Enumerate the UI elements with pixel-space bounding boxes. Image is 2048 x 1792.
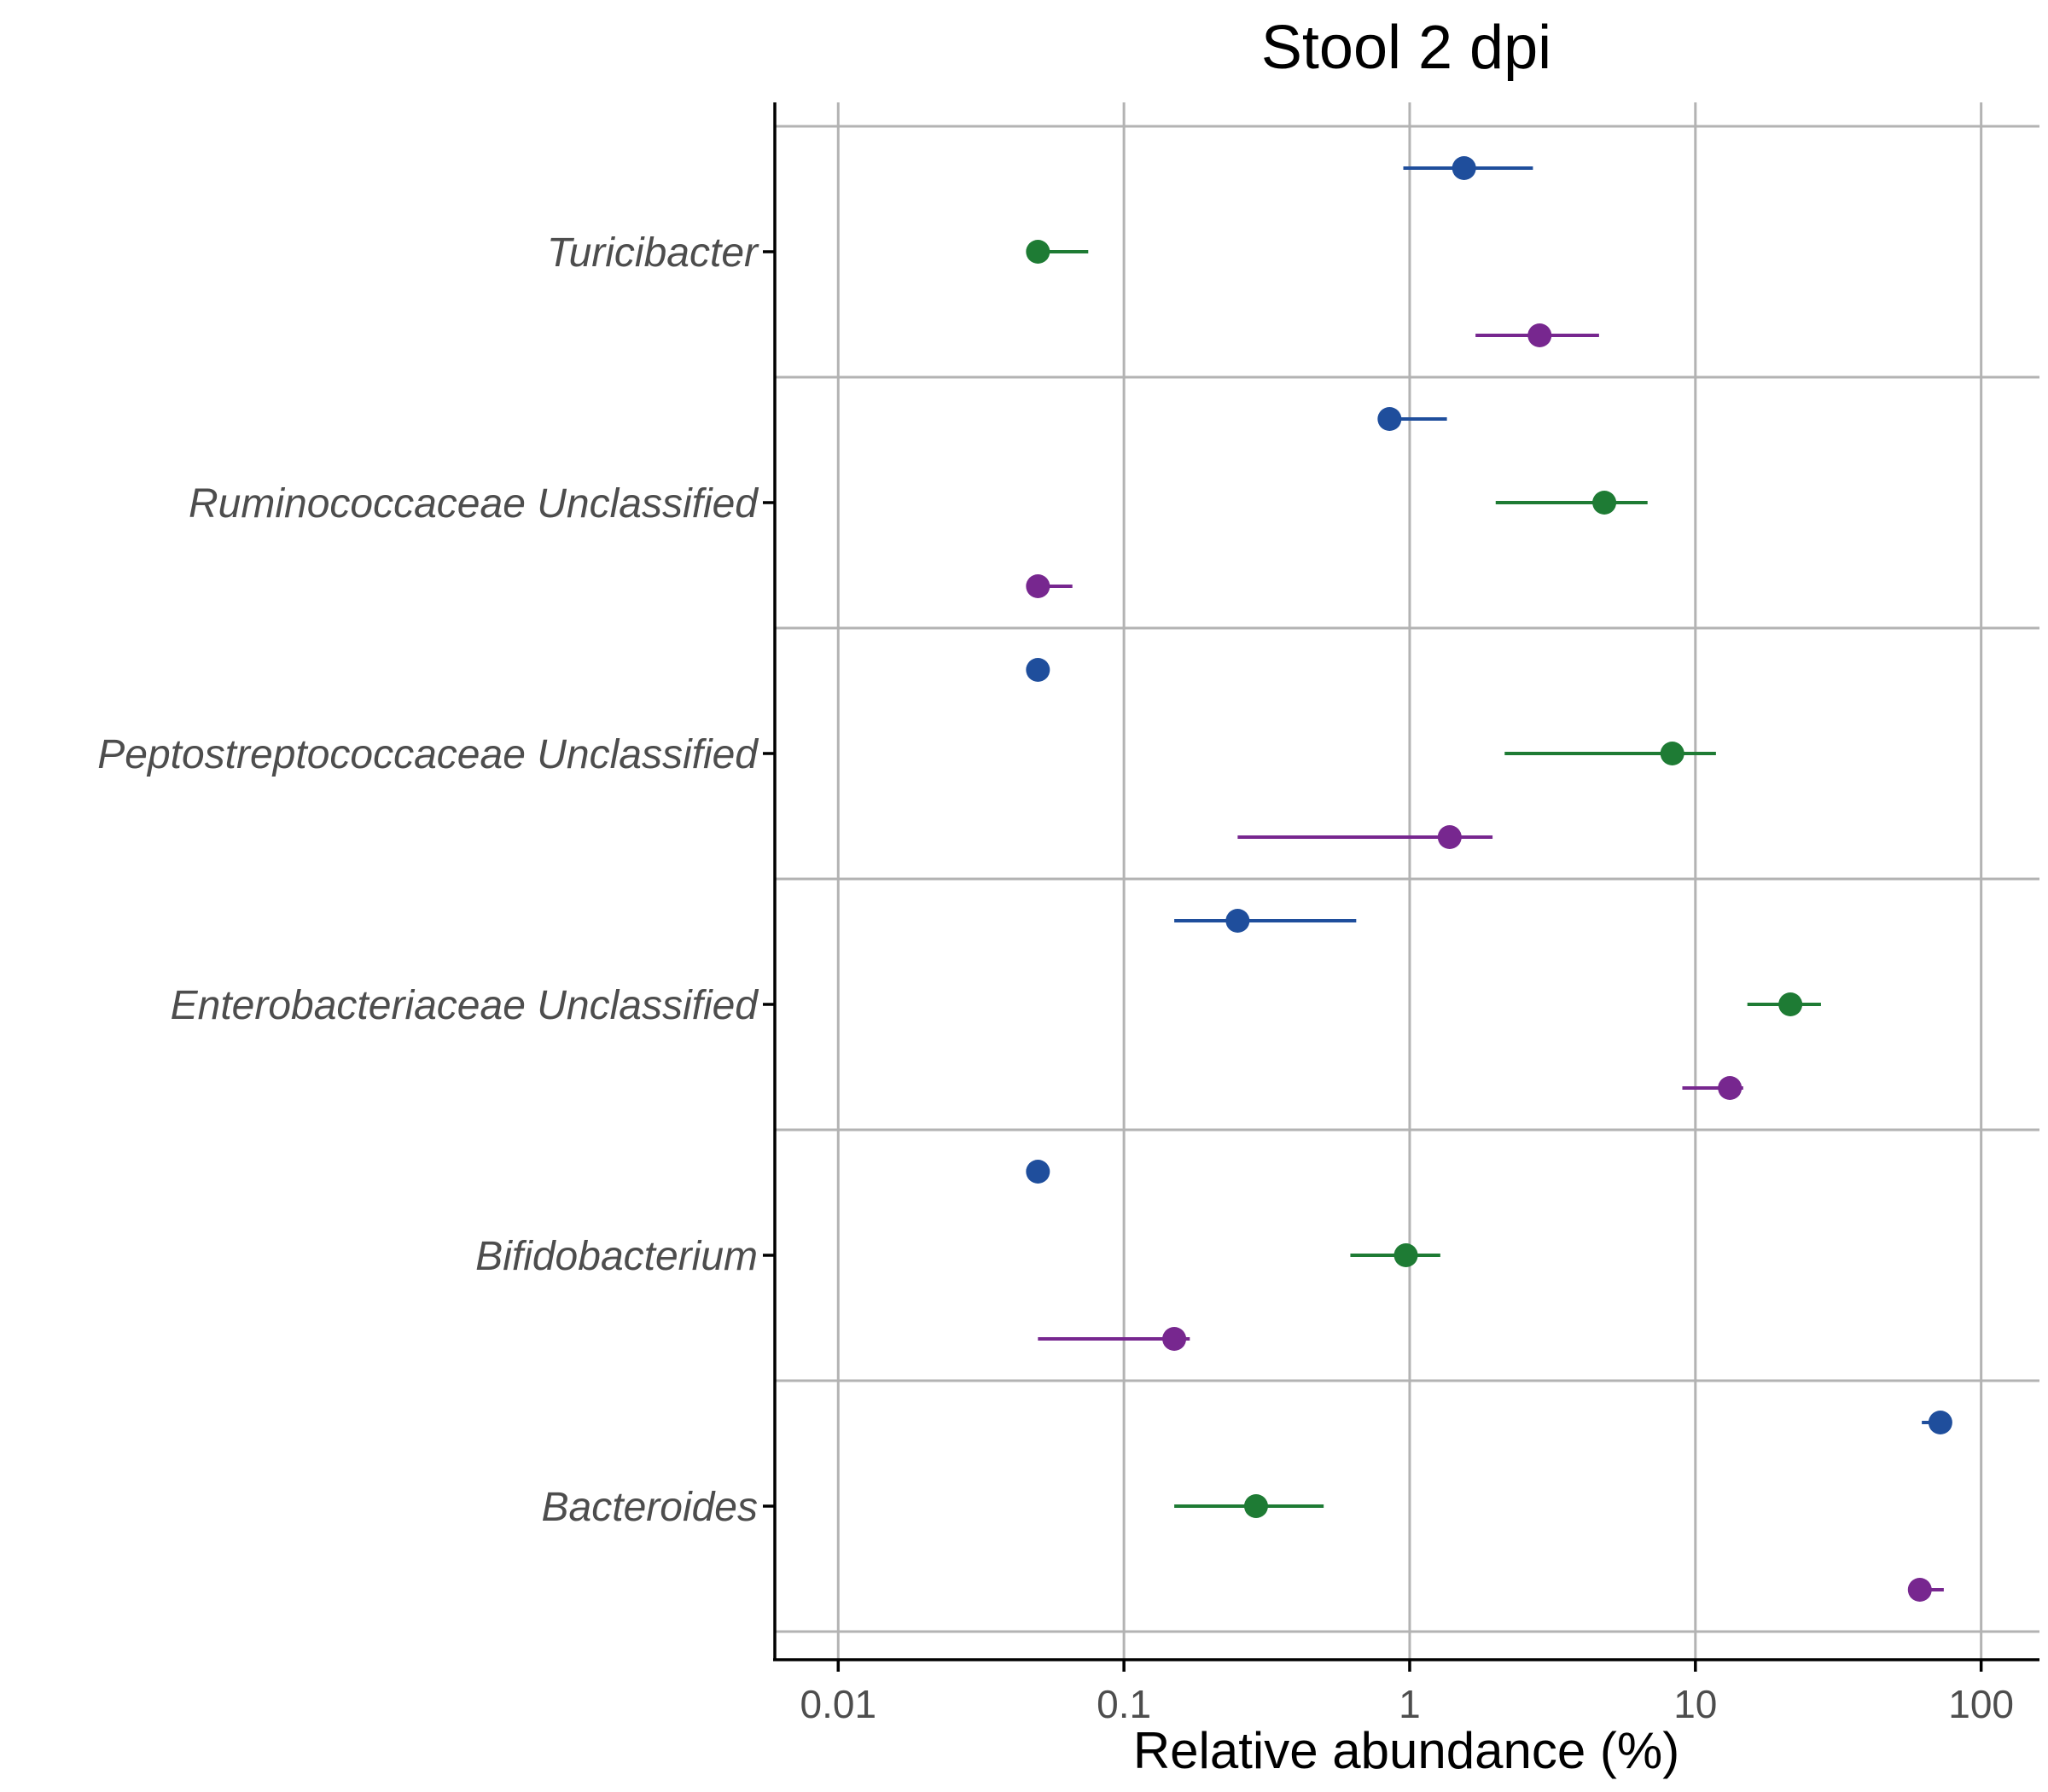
- data-point: [1452, 156, 1476, 180]
- y-ticks: Turicibacter Ruminococcaceae Unclassified…: [97, 230, 775, 1530]
- data-point: [1243, 1494, 1268, 1518]
- x-tick-label: 10: [1673, 1682, 1717, 1726]
- x-tick-label: 0.01: [800, 1682, 877, 1726]
- data-point: [1026, 658, 1050, 682]
- data-point: [1928, 1411, 1952, 1434]
- data-point-group: [1403, 156, 1533, 180]
- data-point-group: [1237, 825, 1493, 849]
- data-point-group: [1174, 1494, 1324, 1518]
- chart-title: Stool 2 dpi: [1261, 14, 1551, 82]
- y-tick-label: Bacteroides: [542, 1485, 758, 1530]
- data-point-group: [1174, 909, 1357, 933]
- data-point-group: [1682, 1076, 1743, 1100]
- data-point: [1718, 1076, 1743, 1100]
- data-point-group: [1907, 1578, 1944, 1602]
- data-point-group: [1026, 574, 1073, 598]
- data-point: [1162, 1327, 1187, 1351]
- data-point: [1026, 1160, 1050, 1184]
- data-point-group: [1747, 992, 1821, 1016]
- x-axis-label: Relative abundance (%): [1133, 1722, 1679, 1779]
- data-point: [1393, 1243, 1418, 1267]
- data-point-group: [1922, 1411, 1952, 1434]
- y-tick-label: Peptostreptococcaceae Unclassified: [97, 732, 759, 777]
- x-tick-label: 100: [1948, 1682, 2014, 1726]
- data-point: [1225, 909, 1250, 933]
- axes: [773, 102, 2039, 1661]
- grid: [775, 102, 2039, 1660]
- y-tick-label: Turicibacter: [547, 230, 759, 276]
- x-tick-label: 0.1: [1097, 1682, 1151, 1726]
- data-point-group: [1026, 1160, 1050, 1184]
- data-point: [1592, 491, 1617, 515]
- x-ticks: 0.01 0.1 1 10 100: [800, 1660, 2014, 1726]
- data-point: [1660, 742, 1684, 765]
- data-point-group: [1026, 240, 1089, 264]
- data-point-group: [1495, 491, 1648, 515]
- data-point-group: [1377, 407, 1447, 431]
- data-point-group: [1350, 1243, 1440, 1267]
- y-tick-label: Ruminococcaceae Unclassified: [189, 481, 759, 527]
- data-point: [1907, 1578, 1932, 1602]
- data-point-group: [1026, 658, 1050, 682]
- data-point-group: [1038, 1327, 1190, 1351]
- y-tick-label: Bifidobacterium: [475, 1234, 758, 1279]
- data-point-group: [1475, 323, 1599, 347]
- data-point: [1778, 992, 1803, 1016]
- data-point: [1026, 574, 1050, 598]
- data-point-group: [1504, 742, 1716, 765]
- data-marks: [1026, 156, 1952, 1602]
- data-point: [1026, 240, 1050, 264]
- data-point: [1377, 407, 1402, 431]
- data-point: [1527, 323, 1552, 347]
- y-tick-label: Enterobacteriaceae Unclassified: [171, 983, 759, 1028]
- data-point: [1437, 825, 1462, 849]
- x-tick-label: 1: [1399, 1682, 1421, 1726]
